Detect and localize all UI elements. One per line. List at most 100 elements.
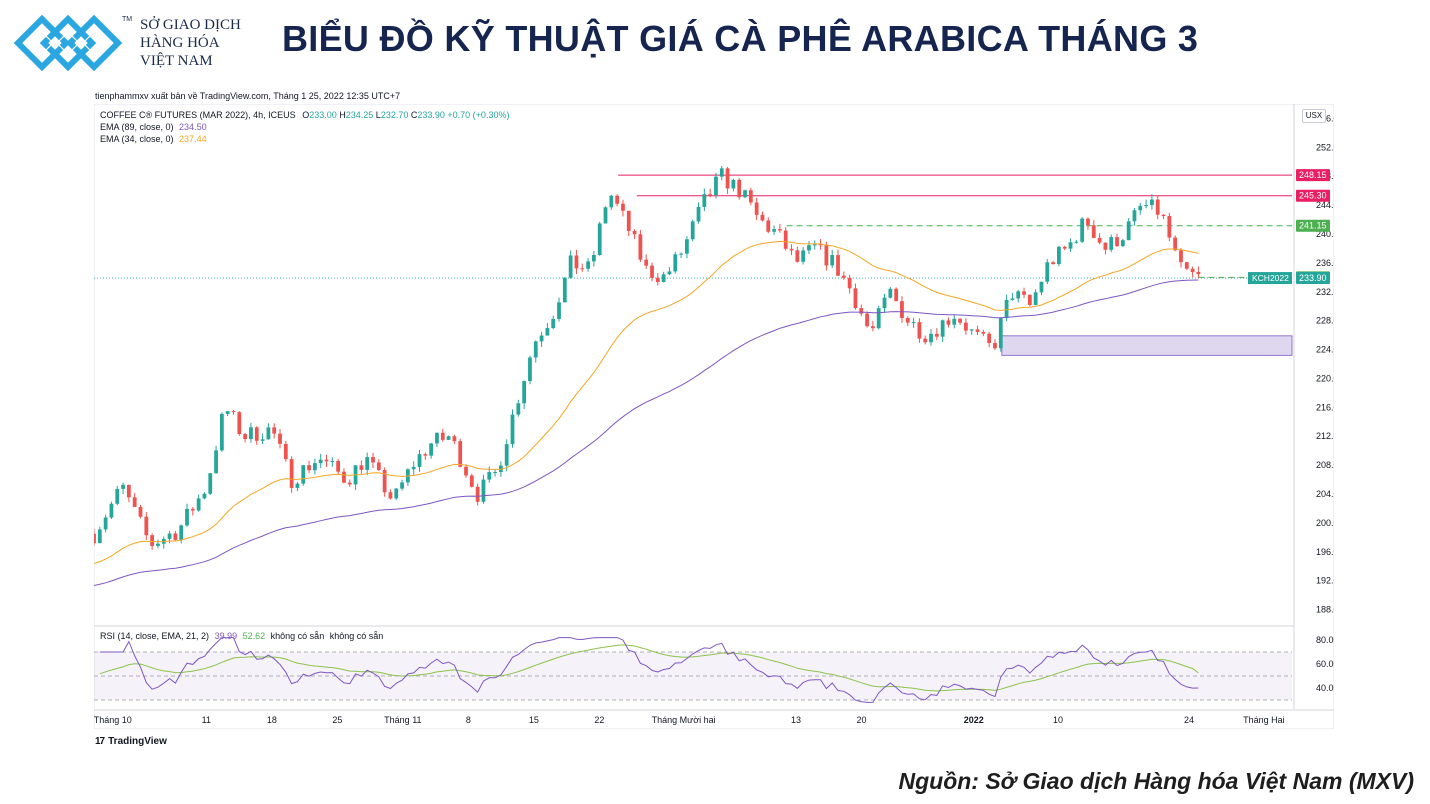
tradingview-logo: 17 TradingView [95,736,167,747]
candle-body [394,488,399,499]
candle-body [411,466,416,470]
candle-body [150,535,155,546]
candle-body [743,190,747,198]
candle-body [644,259,649,266]
candle-body [126,484,131,498]
candle-body [185,508,189,526]
level-label: 241.15 [1299,221,1327,231]
candle-body [1138,205,1143,211]
candle-body [731,179,736,189]
candle-body [882,297,887,309]
x-tick-label: 11 [202,715,211,725]
level-tag [1296,219,1330,232]
y-tick-label: 224.00 [1316,345,1334,355]
candle-body [458,441,463,467]
x-tick-label: 24 [1184,715,1194,725]
candle-body [481,479,486,502]
candle-body [841,275,846,278]
candle-body [568,255,573,278]
candle-body [632,230,637,235]
y-tick-label: 188.00 [1316,605,1334,615]
y-tick-label: 196.00 [1316,547,1334,557]
symbol-tag-label: KCH2022 [1252,273,1289,283]
candle-body [1103,242,1108,250]
candle-body [464,466,468,476]
currency-button[interactable]: USX [1302,109,1326,123]
rsi-value: 39.99 [214,631,238,641]
c-label: C [410,110,418,120]
level-label: 245.30 [1299,191,1327,201]
rsi-tick-label: 40.00 [1316,683,1334,693]
level-tag [1296,189,1330,202]
candle-body [690,221,695,240]
logo-trademark: TM [122,16,133,23]
y-tick-label: 228.00 [1316,316,1334,326]
candle-body [940,320,945,337]
candle-body [993,342,997,349]
candle-body [493,472,497,474]
candle-body [347,482,352,485]
candle-body [156,543,160,546]
rsi-ma-value: 52.62 [242,631,266,641]
open-value: 233.00 [309,110,337,120]
l-label: L [375,110,381,120]
candle-body [214,450,218,474]
symbol-tag [1248,272,1292,285]
candle-body [795,250,800,262]
candle-body [696,206,701,222]
y-tick-label: 240.00 [1316,229,1334,239]
level-tag [1296,169,1330,182]
candle-body [719,168,724,177]
candle-body [859,308,864,314]
y-tick-label: 208.00 [1316,460,1334,470]
candle-body [272,427,277,434]
candle-body [528,357,532,382]
price-chart[interactable]: 256.00252.00248.00244.00240.00236.00232.… [94,104,1334,729]
mxv-logo-icon [13,14,123,72]
candle-body [964,322,968,331]
candle-body [144,516,149,536]
candle-body [557,302,561,319]
candle-body [679,253,683,255]
candle-body [1155,199,1160,215]
candle-body [429,443,434,456]
candle-body [1016,291,1021,299]
rsi-ma-line [99,644,1199,692]
candle-body [748,190,753,203]
ema89-line [94,279,1199,586]
low-value: 232.70 [380,110,409,120]
candle-body [423,454,428,456]
candle-body [249,427,253,440]
candle-body [708,194,713,196]
candle-body [1057,246,1061,265]
candle-body [452,436,457,442]
candle-body [301,465,306,484]
candle-body [871,326,875,329]
candle-body [766,220,771,232]
ema34-legend: EMA (34, close, 0) 237.44 [100,134,207,144]
candle-body [196,498,201,511]
candle-body [702,194,707,207]
candle-body [673,254,678,272]
candle-body [975,329,980,332]
candle-body [1062,246,1067,249]
candle-body [440,432,445,440]
candle-body [905,318,910,323]
candle-body [952,318,957,325]
candle-body [208,473,213,494]
candle-body [179,525,184,540]
candle-body [900,301,904,319]
candle-body [783,230,788,249]
y-tick-label: 244.00 [1316,200,1334,210]
ema34-value: 237.44 [179,134,207,144]
rsi-tick-label: 60.00 [1316,659,1334,669]
candle-body [923,338,928,343]
candle-body [847,277,852,289]
rsi-legend: RSI (14, close, EMA, 21, 2) 39.99 52.62 … [100,631,383,641]
candle-body [551,318,556,329]
candle-body [591,254,596,262]
x-tick-label: 13 [791,715,801,725]
logo-line-1: SỞ GIAO DỊCH [140,17,241,33]
candle-body [1097,237,1102,243]
candle-body [1068,242,1073,249]
